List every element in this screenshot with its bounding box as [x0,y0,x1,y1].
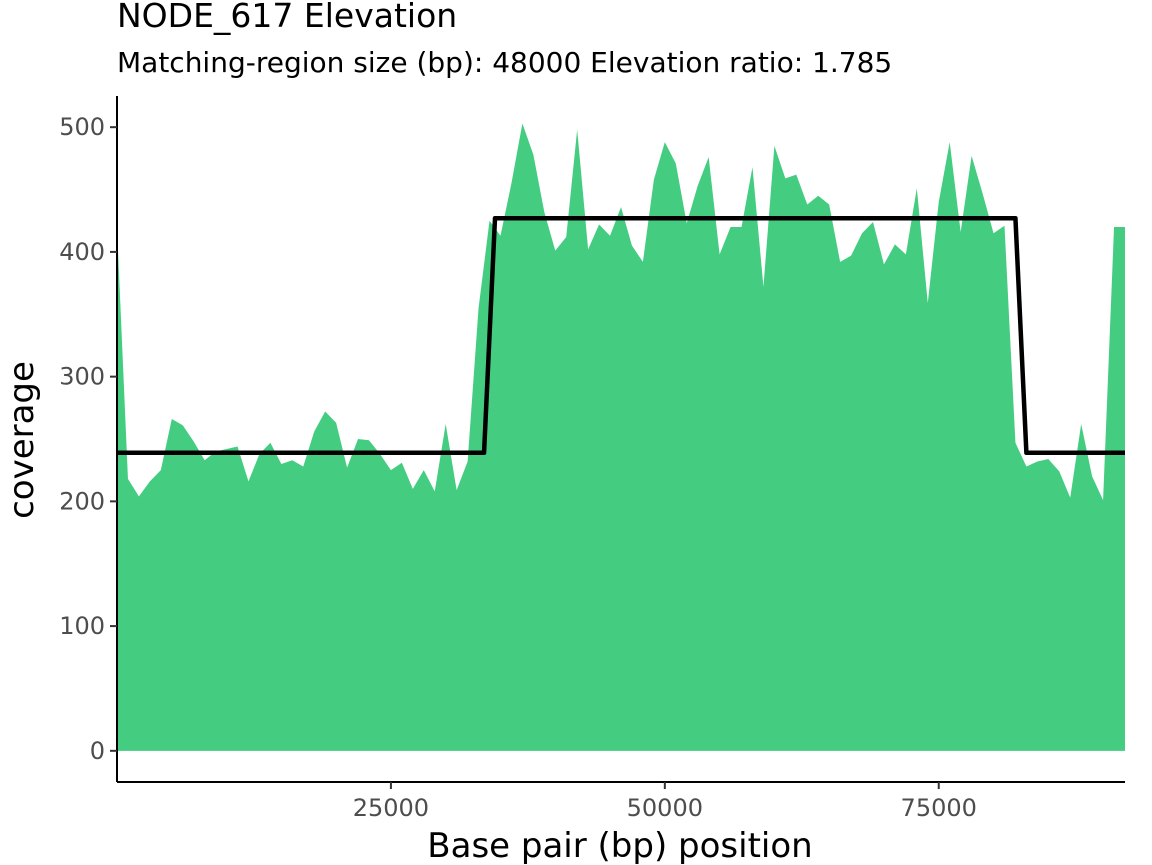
chart-subtitle: Matching-region size (bp): 48000 Elevati… [117,46,892,79]
x-tick-label: 75000 [901,794,977,822]
y-tick-label: 300 [59,363,105,391]
y-axis-title: coverage [2,361,42,519]
x-tick-label: 25000 [353,794,429,822]
y-axis: 0 100 200 300 400 500 [59,96,118,782]
y-tick-label: 100 [59,612,105,640]
elevation-line [117,215,1125,455]
chart-title: NODE_617 Elevation [117,0,457,35]
x-tick-label: 50000 [627,794,703,822]
x-axis-title: Base pair (bp) position [427,826,812,865]
y-tick-label: 0 [90,737,105,765]
coverage-area [117,123,1125,751]
y-tick-label: 400 [59,238,105,266]
x-axis: 25000 50000 75000 [117,781,1125,822]
plot-area [117,123,1125,751]
y-tick-label: 200 [59,487,105,515]
y-tick-label: 500 [59,113,105,141]
